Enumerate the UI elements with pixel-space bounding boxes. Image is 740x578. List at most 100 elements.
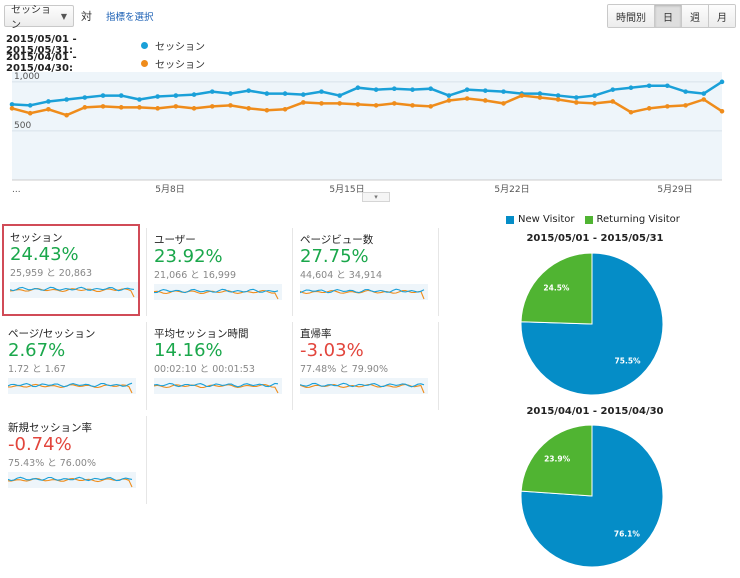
data-point bbox=[537, 91, 543, 96]
chart-plot-area bbox=[12, 72, 722, 180]
scorecard-users[interactable]: ユーザー 23.92% 21,066 と 16,999 bbox=[148, 228, 286, 320]
data-point bbox=[555, 97, 561, 102]
data-point bbox=[355, 102, 361, 107]
data-point bbox=[9, 102, 15, 107]
data-point bbox=[665, 104, 670, 109]
data-point bbox=[82, 95, 88, 100]
divider bbox=[146, 416, 147, 504]
scorecard-values: 1.72 と 1.67 bbox=[8, 364, 66, 375]
scorecard-values: 00:02:10 と 00:01:53 bbox=[154, 364, 255, 375]
pie-slice-returning-visitor bbox=[520, 252, 593, 325]
divider bbox=[292, 228, 293, 316]
scorecard-avg-session-duration[interactable]: 平均セッション時間 14.16% 00:02:10 と 00:01:53 bbox=[148, 322, 286, 414]
scorecard-percent-change: 24.43% bbox=[10, 244, 79, 265]
data-point bbox=[209, 104, 215, 109]
data-point bbox=[555, 93, 561, 98]
data-point bbox=[100, 93, 106, 98]
data-point bbox=[282, 91, 288, 96]
granularity-week-button[interactable]: 週 bbox=[681, 5, 708, 27]
x-tick-label: 5月29日 bbox=[657, 184, 692, 195]
x-tick-label: 5月15日 bbox=[329, 184, 364, 195]
sparkline-current bbox=[300, 288, 425, 294]
legend-range: 2015/05/01 - 2015/05/31: bbox=[6, 34, 77, 56]
data-point bbox=[9, 106, 15, 111]
legend-current-period: 2015/05/01 - 2015/05/31: セッション bbox=[6, 34, 205, 56]
data-point bbox=[155, 94, 160, 99]
pie-legend-new-visitor: New Visitor bbox=[518, 214, 575, 225]
scorecard-percent-change: 2.67% bbox=[8, 340, 66, 361]
data-point bbox=[82, 105, 88, 110]
data-point bbox=[228, 91, 233, 96]
data-point bbox=[646, 106, 652, 111]
data-point bbox=[137, 105, 142, 110]
data-point bbox=[410, 87, 415, 92]
scorecard-pageviews[interactable]: ページビュー数 27.75% 44,604 と 34,914 bbox=[294, 228, 432, 320]
sparkline-bg bbox=[8, 378, 136, 394]
data-point bbox=[337, 101, 342, 106]
data-point bbox=[628, 85, 634, 91]
divider bbox=[146, 228, 147, 316]
sparkline-current bbox=[300, 382, 425, 388]
divider bbox=[292, 322, 293, 410]
data-point bbox=[483, 88, 488, 93]
scorecard-pages-per-session[interactable]: ページ/セッション 2.67% 1.72 と 1.67 bbox=[2, 322, 140, 414]
metric-dropdown[interactable]: セッション ▼ bbox=[4, 5, 74, 31]
data-point bbox=[392, 101, 397, 106]
scorecard-bounce-rate[interactable]: 直帰率 -3.03% 77.48% と 79.90% bbox=[294, 322, 432, 414]
data-point bbox=[137, 97, 142, 102]
data-point bbox=[118, 93, 124, 98]
data-point bbox=[264, 91, 270, 96]
data-point bbox=[464, 96, 470, 101]
sparkline bbox=[300, 378, 428, 394]
data-point bbox=[319, 101, 324, 106]
legend-dot bbox=[141, 41, 148, 49]
legend-previous-period: 2015/04/01 - 2015/04/30: セッション bbox=[6, 52, 205, 74]
pie-legend-returning-visitor: Returning Visitor bbox=[596, 214, 680, 225]
scorecard-title: 直帰率 bbox=[300, 328, 332, 340]
data-point bbox=[155, 106, 160, 111]
data-point bbox=[246, 88, 251, 93]
scorecard-new-sessions-rate[interactable]: 新規セッション率 -0.74% 75.43% と 76.00% bbox=[2, 416, 140, 508]
legend-range: 2015/04/01 - 2015/04/30: bbox=[6, 52, 77, 74]
vs-label: 対 bbox=[81, 10, 92, 23]
scorecard-values: 75.43% と 76.00% bbox=[8, 458, 96, 469]
scorecard-title: 平均セッション時間 bbox=[154, 328, 249, 340]
metric-toolbar: セッション ▼ 対 指標を選択 bbox=[4, 4, 154, 31]
pie-slice-returning-visitor bbox=[520, 424, 593, 497]
data-point bbox=[537, 95, 543, 100]
sparkline bbox=[8, 472, 136, 488]
sparkline-current bbox=[8, 382, 133, 388]
scorecard-title: 新規セッション率 bbox=[8, 422, 92, 434]
sparkline bbox=[154, 284, 282, 300]
x-tick-label: 5月22日 bbox=[494, 184, 529, 195]
granularity-toggle: 時間別 日 週 月 bbox=[607, 4, 736, 28]
data-point bbox=[337, 93, 342, 98]
data-point bbox=[300, 100, 306, 105]
pie-slice-label: 76.1% bbox=[614, 529, 641, 538]
series-line-current bbox=[11, 80, 723, 107]
data-point bbox=[282, 107, 288, 112]
data-point bbox=[100, 104, 106, 109]
data-point bbox=[574, 95, 579, 100]
y-tick-label: 500 bbox=[14, 121, 31, 131]
data-point bbox=[173, 93, 179, 98]
data-point bbox=[428, 104, 434, 109]
granularity-month-button[interactable]: 月 bbox=[708, 5, 735, 27]
granularity-hourly-button[interactable]: 時間別 bbox=[608, 5, 654, 27]
sparkline-current bbox=[154, 288, 279, 294]
data-point bbox=[483, 98, 488, 103]
chart-collapse-handle[interactable]: ▾ bbox=[362, 192, 390, 202]
sparkline bbox=[300, 284, 428, 300]
sparkline-current bbox=[8, 476, 133, 482]
scorecard-values: 44,604 と 34,914 bbox=[300, 270, 383, 281]
data-point bbox=[665, 83, 670, 89]
scorecard-percent-change: 27.75% bbox=[300, 246, 369, 267]
data-point bbox=[501, 101, 506, 106]
chevron-down-icon: ▼ bbox=[60, 11, 67, 21]
scorecard-sessions[interactable]: セッション 24.43% 25,959 と 20,863 bbox=[2, 224, 140, 316]
legend-swatch bbox=[584, 215, 593, 224]
data-point bbox=[209, 89, 215, 94]
granularity-day-button[interactable]: 日 bbox=[654, 5, 681, 27]
select-metric-link[interactable]: 指標を選択 bbox=[106, 12, 154, 23]
data-point bbox=[46, 99, 51, 104]
